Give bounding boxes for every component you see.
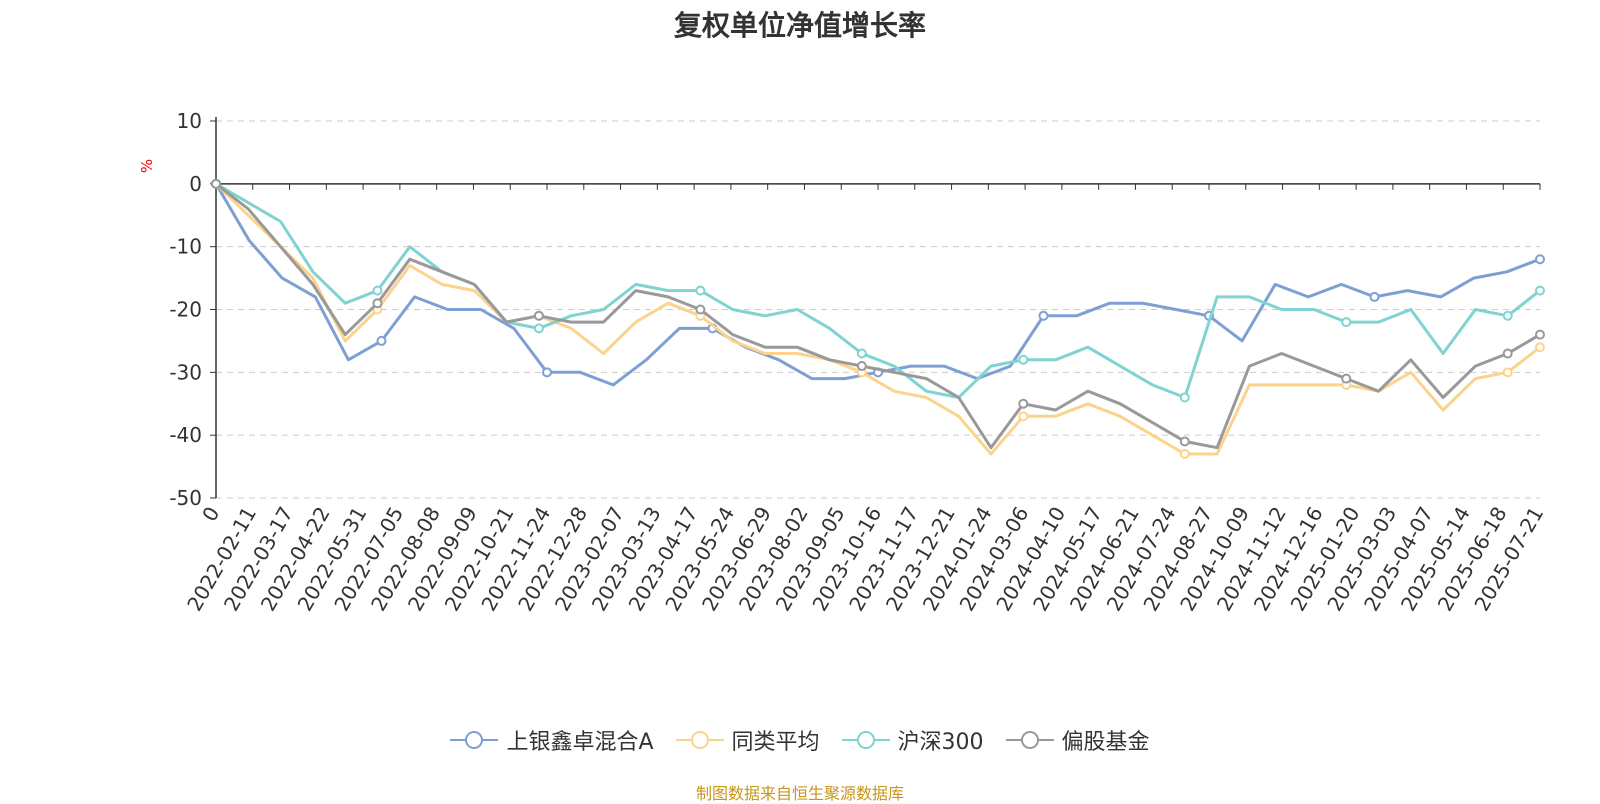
- legend-item-1[interactable]: 上银鑫卓混合A: [450, 724, 654, 756]
- series-point-4: [372, 298, 383, 309]
- series-point-4: [1179, 436, 1190, 447]
- series-point-3: [1535, 285, 1545, 296]
- series-point-4: [856, 361, 867, 372]
- y-tick-label: -50: [169, 486, 202, 510]
- legend-symbol-icon: [675, 731, 724, 749]
- series-point-1: [1535, 254, 1545, 265]
- y-tick-label: -10: [169, 235, 202, 259]
- legend-item-2[interactable]: 同类平均: [675, 724, 820, 756]
- legend-label: 同类平均: [731, 730, 820, 755]
- series-point-1: [1038, 310, 1049, 321]
- legend-symbol-icon: [1005, 731, 1054, 749]
- y-tick-label: 10: [177, 109, 202, 133]
- legend-symbol-icon: [450, 731, 499, 749]
- series-point-4: [1341, 373, 1352, 384]
- series-point-2: [1179, 449, 1190, 460]
- series-point-3: [1341, 317, 1352, 328]
- series-point-1: [542, 367, 552, 378]
- series-point-3: [372, 285, 383, 296]
- legend-label: 沪深300: [897, 730, 984, 755]
- legend-symbol-icon: [841, 731, 890, 749]
- y-tick-label: 0: [189, 172, 202, 196]
- series-point-4: [211, 178, 221, 189]
- x-tick-label: 0: [197, 503, 224, 526]
- legend-label: 上银鑫卓混合A: [506, 730, 654, 755]
- chart-title: 复权单位净值增长率: [673, 9, 926, 42]
- series-point-3: [856, 348, 867, 359]
- series-line-3: [215, 182, 1541, 399]
- series-point-3: [695, 285, 706, 296]
- y-tick-label: -40: [169, 423, 202, 447]
- y-axis-label: %: [138, 159, 156, 173]
- series-point-1: [1369, 291, 1380, 302]
- series-line-2: [214, 182, 1541, 456]
- series-point-4: [1018, 398, 1029, 409]
- series-point-2: [1502, 367, 1513, 378]
- legend-item-4[interactable]: 偏股基金: [1005, 724, 1150, 756]
- legend-label: 偏股基金: [1061, 730, 1150, 755]
- series-point-4: [533, 310, 544, 321]
- series-point-4: [1535, 329, 1545, 340]
- line-chart: 100-10-20-30-40-50%02022-02-112022-03-17…: [138, 109, 1548, 615]
- legend-item-3[interactable]: 沪深300: [841, 724, 984, 756]
- series-line-4: [215, 182, 1541, 450]
- series-point-3: [1018, 354, 1029, 365]
- data-source-note: 制图数据来自恒生聚源数据库: [695, 784, 904, 803]
- series-point-4: [695, 304, 706, 315]
- series-point-1: [376, 335, 387, 346]
- series-point-3: [1502, 310, 1513, 321]
- series-line-1: [214, 183, 1541, 387]
- series-point-3: [1179, 392, 1190, 403]
- series-point-2: [1018, 411, 1029, 422]
- series-point-4: [1502, 348, 1513, 359]
- series-point-3: [533, 323, 544, 334]
- y-tick-label: -30: [169, 360, 202, 384]
- series-point-2: [1535, 342, 1545, 353]
- chart-legend: 上银鑫卓混合A 同类平均 沪深300 偏股基金: [0, 724, 1600, 756]
- y-tick-label: -20: [169, 298, 202, 322]
